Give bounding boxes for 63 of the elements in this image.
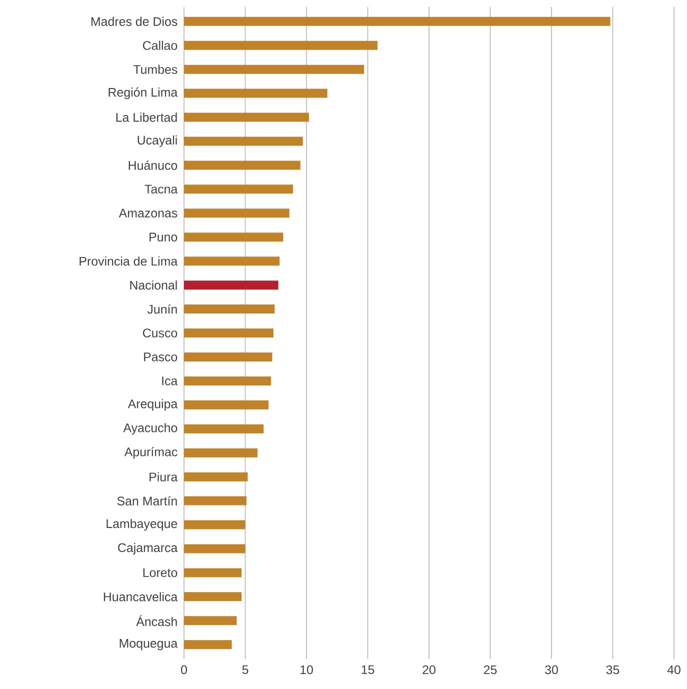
x-tick-label: 0 <box>181 665 187 674</box>
bar <box>184 88 328 98</box>
y-tick-label: Puno <box>150 232 178 242</box>
y-tick-label: Huancavelica <box>104 592 178 602</box>
y-tick-label: Provincia de Lima <box>80 256 178 266</box>
bar <box>184 544 246 554</box>
y-tick-label: Moquegua <box>120 639 178 650</box>
bar <box>184 376 271 386</box>
y-tick-label: Tumbes <box>133 64 178 74</box>
bar <box>184 16 610 26</box>
bar <box>184 64 364 74</box>
bar <box>184 280 278 290</box>
bar <box>184 520 246 530</box>
y-tick-label: Loreto <box>143 568 178 578</box>
bar <box>184 136 303 146</box>
y-tick-label: Callao <box>142 40 178 50</box>
bar <box>184 304 275 314</box>
x-tick-label: 10 <box>300 665 313 674</box>
x-tick-label: 30 <box>545 665 558 674</box>
x-tick-label: 15 <box>362 665 374 674</box>
bar <box>184 112 309 122</box>
y-tick-label: Áncash <box>136 615 177 626</box>
bar <box>184 160 300 170</box>
y-tick-label: La Libertad <box>116 112 177 122</box>
bar <box>184 400 269 410</box>
bar <box>184 232 284 242</box>
y-tick-label: Tacna <box>144 184 178 194</box>
bar <box>184 568 242 578</box>
y-tick-label: Cajamarca <box>118 542 178 555</box>
y-tick-label: Huánuco <box>128 160 178 170</box>
bar <box>184 328 274 338</box>
y-tick-label: Ica <box>162 376 178 386</box>
y-tick-label: Pasco <box>144 352 178 362</box>
bar <box>184 592 242 602</box>
y-tick-label: Piura <box>150 472 178 482</box>
x-tick-label: 35 <box>606 665 620 674</box>
y-tick-label: Arequipa <box>128 399 178 411</box>
y-tick-label: Junín <box>147 304 177 314</box>
y-tick-label: Madres de Dios <box>91 16 178 26</box>
bar <box>184 424 264 434</box>
y-tick-label: Nacional <box>130 280 177 290</box>
y-tick-label: Apurímac <box>124 446 178 459</box>
y-tick-label: Ayacucho <box>123 423 178 435</box>
bar <box>184 208 290 218</box>
x-tick-label: 5 <box>242 665 248 674</box>
y-tick-label: San Martín <box>117 496 177 506</box>
bar <box>184 640 232 650</box>
x-tick-label: 25 <box>484 665 497 674</box>
y-tick-label: Ucayali <box>138 135 177 148</box>
x-tick-label: 20 <box>422 665 436 674</box>
x-tick-label: 40 <box>667 665 680 674</box>
y-tick-label: Amazonas <box>118 208 178 218</box>
bar <box>184 496 246 506</box>
bar <box>184 40 378 50</box>
y-tick-label: Región Lima <box>108 87 178 100</box>
bar <box>184 256 280 266</box>
bar <box>184 472 248 482</box>
bar <box>184 184 294 194</box>
bar <box>184 448 258 458</box>
bar <box>184 352 272 362</box>
y-tick-label: Lambayeque <box>106 518 178 531</box>
y-tick-label: Cusco <box>142 328 178 338</box>
bar <box>184 616 237 626</box>
